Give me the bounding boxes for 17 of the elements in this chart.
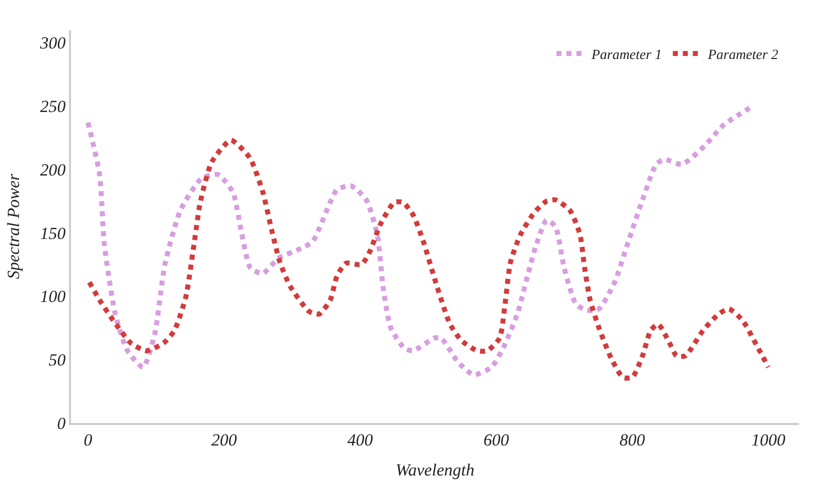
x-tick-label: 1000 (751, 430, 786, 450)
y-axis-title: Spectral Power (4, 173, 24, 280)
legend-label: Parameter 1 (590, 48, 662, 63)
x-tick-label: 0 (84, 430, 93, 450)
x-tick-label: 800 (620, 430, 646, 450)
x-axis-title: Wavelength (396, 460, 474, 480)
x-tick-label: 600 (483, 430, 510, 450)
y-tick-label: 250 (40, 97, 66, 116)
y-tick-label: 150 (40, 224, 66, 243)
y-tick-label: 200 (40, 160, 66, 180)
x-tick-label: 400 (347, 430, 374, 450)
y-tick-label: 300 (39, 34, 66, 53)
legend-label: Parameter 2 (706, 48, 778, 63)
y-tick-label: 50 (48, 350, 66, 370)
y-tick-label: 100 (40, 287, 66, 306)
y-tick-label: 0 (57, 414, 66, 433)
x-tick-label: 200 (211, 430, 238, 450)
